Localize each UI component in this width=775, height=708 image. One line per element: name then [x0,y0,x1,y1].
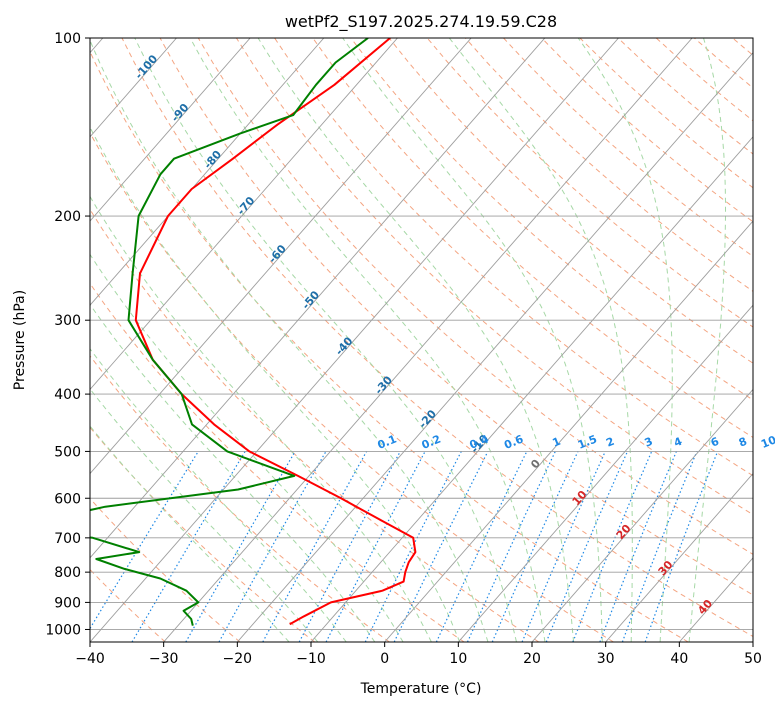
dewpoint-profile-line [90,38,369,626]
mixing-ratio-line [545,451,629,642]
mixing-ratio-label: 8 [737,435,749,450]
moist-adiabat-line [577,38,673,642]
axes: −40 −30 −20 −10 0 10 20 30 40 50 100 200 300 400 500 60… [45,31,762,667]
grid-lines [90,38,753,642]
x-tick-label: −40 [75,651,105,667]
x-axis-label: Temperature (°C) [360,681,482,697]
isotherm-line [90,38,325,306]
dry-adiabat-line [235,38,753,516]
isotherm-line [605,472,753,642]
mixing-ratio-line [599,451,677,642]
isotherm-line [457,304,753,642]
x-tick-label: 10 [449,651,467,667]
mixing-ratio-line [521,451,606,642]
x-tick-label: 50 [744,651,762,667]
dry-adiabat-line [90,497,241,642]
mixing-ratio-line [644,451,719,642]
mixing-ratio-line [621,451,698,642]
mixing-ratio-label: 3 [643,435,655,450]
dry-adiabat-line [159,38,753,596]
y-tick-label: 800 [54,565,81,581]
background-lines [90,38,753,642]
moist-adiabat-line [134,38,517,642]
dry-adiabat-line [90,426,316,642]
plot-background [90,38,753,642]
mixing-ratio-line [90,451,199,630]
mixing-ratio-label: 1 [551,435,563,450]
dry-adiabat-line [388,38,753,364]
moist-adiabat-line [342,38,603,642]
dry-adiabat-line [197,38,753,555]
isotherm-line [531,388,753,642]
mixing-ratio-line [572,451,653,642]
isotherm-line [236,51,753,642]
isotherm-line [90,38,472,475]
isotherm-line [310,136,753,642]
y-tick-label: 300 [54,313,81,329]
isotherm-line [90,38,398,391]
x-tick-label: −20 [223,651,253,667]
isotherm-line [384,220,753,642]
moist-adiabat-line [448,38,633,642]
mixing-ratio-label: 2 [604,435,616,450]
chart-title: wetPf2_S197.2025.274.19.59.C28 [285,12,557,32]
x-tick-label: 0 [380,651,389,667]
y-tick-label: 1000 [45,622,81,638]
mixing-ratio-line [393,451,489,642]
isotherm-line [752,641,753,642]
x-tick-label: 30 [597,651,615,667]
x-tick-label: −10 [296,651,326,667]
dry-adiabat-line [121,38,753,638]
x-tick-label: −30 [149,651,179,667]
y-axis-label: Pressure (hPa) [12,290,28,390]
dry-adiabat-line [465,38,753,292]
moist-adiabat-line [90,425,290,642]
mixing-ratio-label: 10 [759,433,775,451]
moist-adiabat-line [257,38,575,642]
y-tick-label: 100 [54,31,81,47]
moist-adiabat-line [90,39,489,642]
moist-adiabat-line [688,38,726,642]
dry-adiabat-line [350,38,753,401]
x-tick-label: 20 [523,651,541,667]
mixing-ratio-line [298,451,401,642]
dry-adiabat-line [274,38,753,477]
mixing-ratio-line [364,451,462,642]
x-tick-label: 40 [670,651,688,667]
mixing-ratio-line [262,451,368,642]
y-tick-label: 900 [54,595,81,611]
temperature-profile-line [134,38,417,626]
y-tick-label: 600 [54,491,81,507]
isotherm-line [90,38,619,642]
series-lines [90,38,417,626]
y-tick-label: 200 [54,209,81,225]
y-tick-label: 500 [54,444,81,460]
moist-adiabat-line [90,253,404,642]
y-tick-label: 700 [54,531,81,547]
y-tick-label: 400 [54,387,81,403]
dry-adiabat-line [90,282,465,642]
dry-adiabat-line [90,50,689,642]
plot-frame [89,37,754,643]
mixing-ratio-line [218,451,327,642]
isotherm-line [163,38,693,642]
isotherm-line [90,38,251,222]
moist-adiabat-line [90,126,461,642]
